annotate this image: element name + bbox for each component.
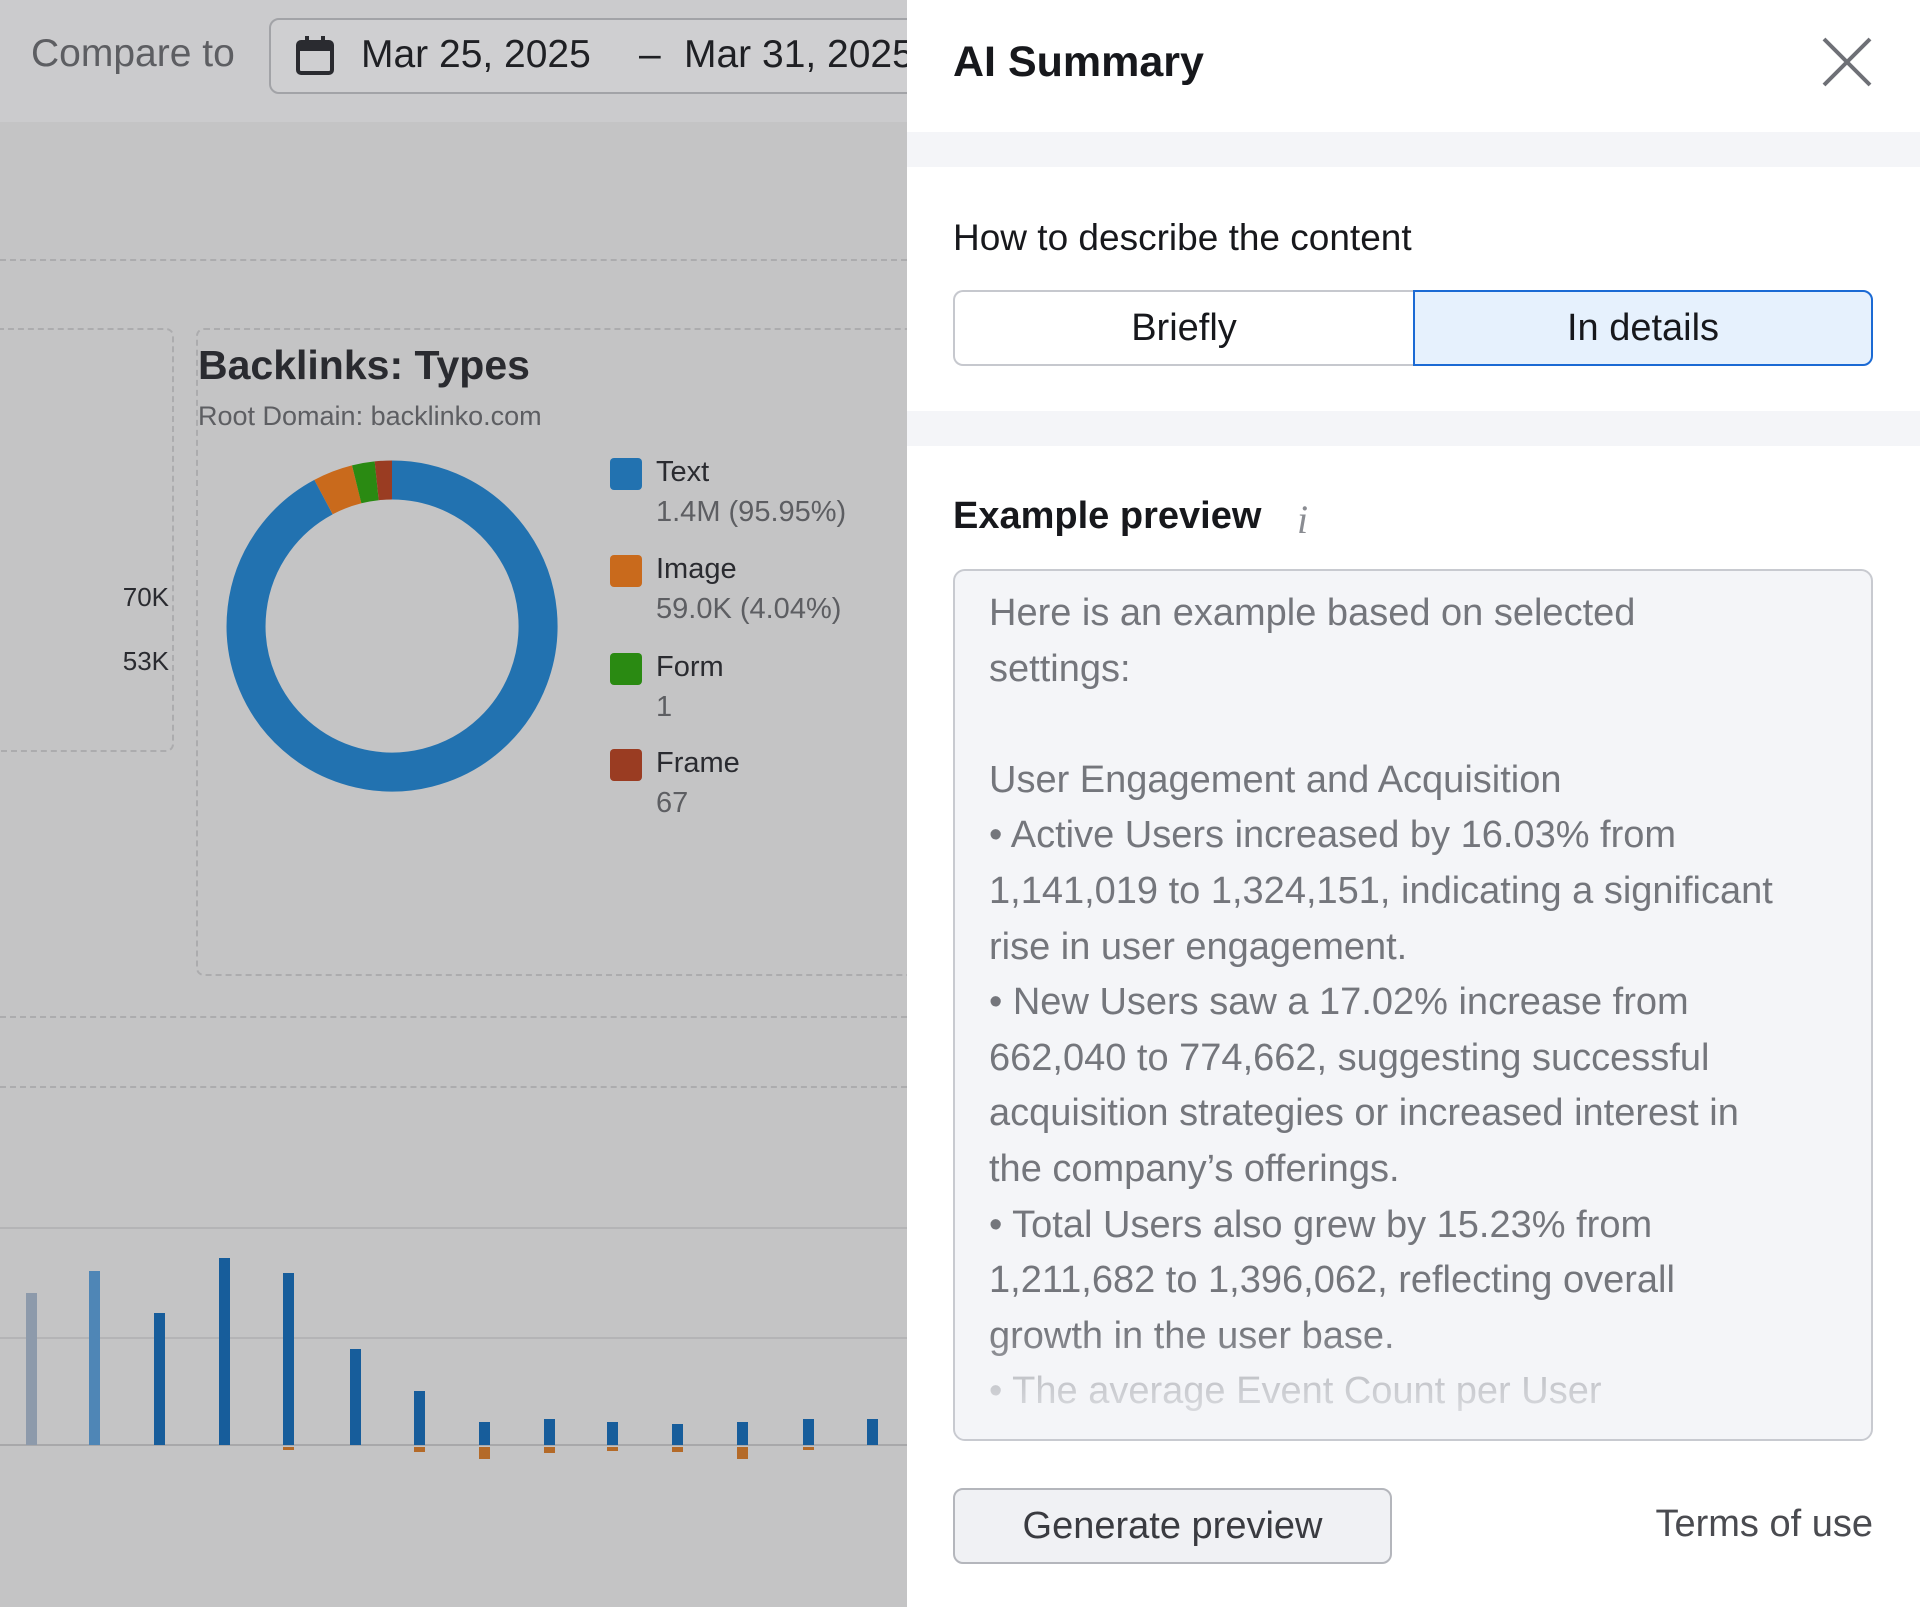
legend-name: Form xyxy=(656,651,724,683)
donut-segment xyxy=(314,465,362,515)
preview-line: • Total Users also grew by 15.23% from xyxy=(989,1203,1653,1246)
legend-name: Text xyxy=(656,456,710,488)
preview-line: 1,141,019 to 1,324,151, indicating a sig… xyxy=(989,870,1773,912)
legend-name: Image xyxy=(656,553,737,585)
date-end: Mar 31, 2025 xyxy=(684,33,914,76)
option-in-details[interactable]: In details xyxy=(1413,290,1873,366)
preview-line: 662,040 to 774,662, suggesting successfu… xyxy=(989,1036,1710,1079)
divider xyxy=(0,259,907,261)
terms-link[interactable]: Terms of use xyxy=(1655,1503,1873,1545)
preview-box: Here is an example based on selected sett… xyxy=(953,569,1873,1441)
legend-swatch xyxy=(610,653,642,685)
preview-line: settings: xyxy=(989,647,1131,690)
preview-line: rise in user engagement. xyxy=(989,925,1408,968)
widget-subtitle: Root Domain: backlinko.com xyxy=(198,401,542,431)
preview-line: Here is an example based on selected xyxy=(989,592,1636,634)
panel-title: AI Summary xyxy=(953,38,1204,86)
generate-preview-button[interactable]: Generate preview xyxy=(953,1488,1392,1564)
donut-segment xyxy=(226,460,558,792)
date-separator: – xyxy=(639,33,661,76)
legend-name: Frame xyxy=(656,747,740,779)
date-start: Mar 25, 2025 xyxy=(361,33,591,76)
legend-swatch xyxy=(610,555,642,587)
preview-line: • Active Users increased by 16.03% from xyxy=(989,814,1677,857)
preview-line: acquisition strategies or increased inte… xyxy=(989,1092,1739,1135)
legend-swatch xyxy=(610,458,642,490)
fade xyxy=(955,1329,1871,1439)
preview-line: the company’s offerings. xyxy=(989,1148,1400,1190)
compare-label: Compare to xyxy=(31,32,235,75)
date-picker[interactable]: Mar 25, 2025 – Mar 31, 2025 xyxy=(269,18,973,94)
widget-title: Backlinks: Types xyxy=(198,342,530,388)
axis-label: 70K xyxy=(122,582,169,612)
example-title: Example preview xyxy=(953,495,1262,537)
legend-value: 1 xyxy=(656,691,673,723)
section-label: How to describe the content xyxy=(953,217,1412,258)
dimmed-background: Compare to Mar 25, 2025 – Mar 31, 2025 7… xyxy=(0,0,973,1607)
divider xyxy=(0,1086,907,1088)
preview-line: 1,211,682 to 1,396,062, reflecting overa… xyxy=(989,1259,1675,1302)
side-widget xyxy=(0,328,174,752)
close-button[interactable] xyxy=(1822,37,1872,87)
calendar-icon xyxy=(296,36,334,75)
donut-segment xyxy=(374,460,393,501)
bar-chart xyxy=(0,1227,907,1459)
section-divider xyxy=(907,132,1920,167)
section-divider xyxy=(907,411,1920,446)
donut-segment xyxy=(352,461,380,504)
donut-chart xyxy=(226,460,558,792)
info-icon[interactable]: i xyxy=(1297,497,1309,542)
preview-line: • New Users saw a 17.02% increase from xyxy=(989,981,1689,1024)
preview-line: User Engagement and Acquisition xyxy=(989,758,1562,801)
legend-value: 67 xyxy=(656,787,689,819)
divider xyxy=(0,1016,907,1018)
legend-swatch xyxy=(610,749,642,781)
option-briefly[interactable]: Briefly xyxy=(953,290,1413,366)
legend-value: 1.4M (95.95%) xyxy=(656,496,847,528)
axis-label: 53K xyxy=(122,646,169,676)
ai-summary-panel: AI Summary How to describe the content B… xyxy=(907,0,1920,1607)
legend-value: 59.0K (4.04%) xyxy=(656,593,842,625)
